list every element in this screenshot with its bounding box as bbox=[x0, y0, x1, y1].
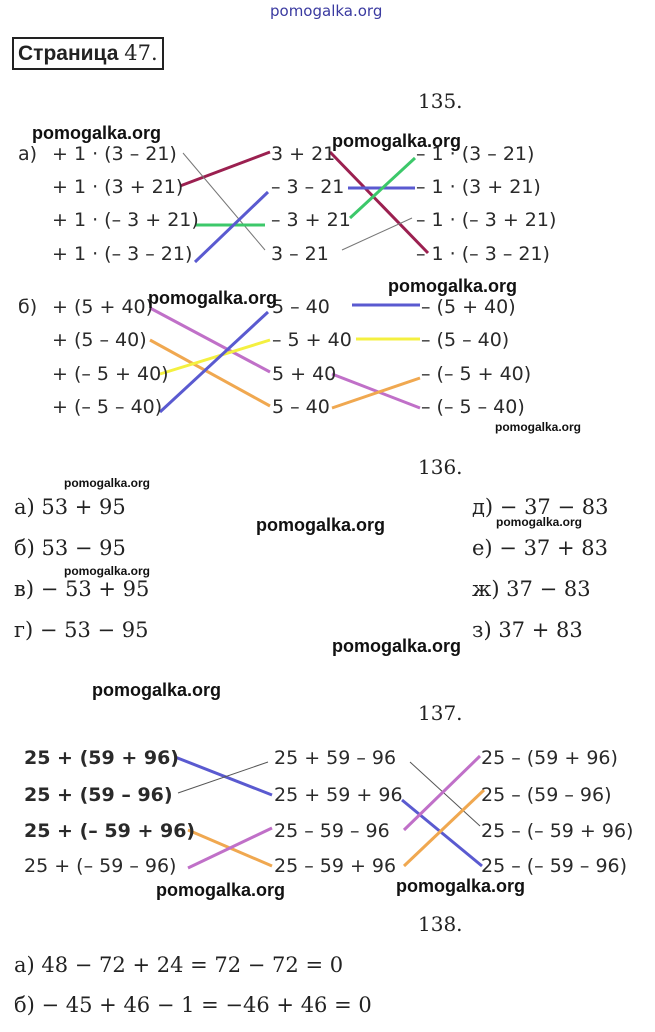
ex136-item-e: е) − 37 + 83 bbox=[472, 536, 608, 560]
line-135a-1-4 bbox=[182, 152, 266, 251]
line-137-1-2 bbox=[174, 755, 273, 797]
page-title-number: 47. bbox=[124, 41, 158, 65]
ex135b-left-2: + (5 – 40) bbox=[52, 329, 147, 351]
watermark: pomogalka.org bbox=[32, 123, 162, 143]
ex135b-right-3: – (– 5 + 40) bbox=[421, 363, 532, 385]
watermark: pomogalka.org bbox=[495, 420, 582, 434]
line-135b-m3-r4 bbox=[331, 372, 421, 410]
line-137-m1-r3 bbox=[409, 761, 481, 827]
watermark: pomogalka.org bbox=[332, 636, 462, 656]
watermark: pomogalka.org bbox=[388, 276, 518, 296]
ex138-item-b: б) − 45 + 46 − 1 = −46 + 46 = 0 bbox=[14, 993, 372, 1017]
line-135b-4-1 bbox=[158, 310, 270, 414]
line-135b-2-4 bbox=[149, 338, 271, 408]
watermark: pomogalka.org bbox=[92, 680, 222, 700]
ex135a-right-1: – 1 · (3 – 21) bbox=[416, 143, 535, 165]
watermark: pomogalka.org bbox=[156, 880, 286, 900]
ex135b-right-1: – (5 + 40) bbox=[421, 296, 516, 318]
line-135a-4-2 bbox=[193, 190, 270, 264]
ex135a-mid-3: – 3 + 21 bbox=[271, 209, 351, 231]
exercise-137-number: 137. bbox=[418, 701, 463, 725]
ex135a-right-4: – 1 · (– 3 – 21) bbox=[416, 243, 550, 265]
ex136-item-v: в) − 53 + 95 bbox=[14, 577, 150, 601]
watermark: pomogalka.org bbox=[148, 288, 278, 308]
ex136-item-zh: ж) 37 − 83 bbox=[472, 577, 591, 601]
watermark: pomogalka.org bbox=[256, 515, 386, 535]
page-title-word: Страница bbox=[18, 42, 119, 65]
ex135a-mid-2: – 3 – 21 bbox=[271, 176, 345, 198]
exercise-136-number: 136. bbox=[418, 455, 463, 479]
ex135b-left-3: + (– 5 + 40) bbox=[52, 363, 169, 385]
watermark: pomogalka.org bbox=[64, 564, 151, 578]
ex137-left-2: 25 + (59 – 96) bbox=[24, 784, 173, 806]
line-137-m4-r2 bbox=[402, 788, 486, 868]
line-135a-m1-r4 bbox=[328, 150, 430, 255]
exercise-135-number: 135. bbox=[418, 89, 463, 113]
page-title: Страница 47. bbox=[12, 37, 164, 70]
ex135b-mid-2: – 5 + 40 bbox=[272, 329, 352, 351]
ex135a-left-1: + 1 · (3 – 21) bbox=[52, 143, 177, 165]
line-137-m2-r4 bbox=[401, 798, 483, 868]
ex137-mid-3: 25 – 59 – 96 bbox=[274, 820, 390, 842]
line-135b-3-2 bbox=[159, 338, 271, 376]
watermark: pomogalka.org bbox=[496, 515, 583, 529]
ex135a-mid-4: 3 – 21 bbox=[271, 243, 329, 265]
line-135a-2-1 bbox=[179, 150, 271, 188]
ex137-left-1: 25 + (59 + 96) bbox=[24, 747, 179, 769]
ex135a-left-4: + 1 · (– 3 – 21) bbox=[52, 243, 193, 265]
ex136-item-a: а) 53 + 95 bbox=[14, 495, 126, 519]
ex137-right-2: 25 – (59 – 96) bbox=[481, 784, 612, 806]
line-135b-1-3 bbox=[149, 306, 271, 374]
line-135b-m4-r3 bbox=[331, 376, 421, 410]
line-135a-m4-r3 bbox=[341, 217, 413, 251]
ex135a-mid-1: 3 + 21 bbox=[271, 143, 336, 165]
ex136-item-d: д) − 37 − 83 bbox=[472, 495, 609, 519]
ex135b-right-4: – (– 5 – 40) bbox=[421, 396, 525, 418]
watermark-top: pomogalka.org bbox=[270, 2, 383, 20]
ex135a-left-3: + 1 · (– 3 + 21) bbox=[52, 209, 199, 231]
exercise-135a-label: а) bbox=[18, 143, 38, 165]
line-137-4-3 bbox=[187, 826, 273, 870]
ex137-mid-1: 25 + 59 – 96 bbox=[274, 747, 397, 769]
watermark: pomogalka.org bbox=[332, 131, 462, 151]
ex135b-mid-3: 5 + 40 bbox=[272, 363, 337, 385]
ex137-mid-2: 25 + 59 + 96 bbox=[274, 784, 403, 806]
watermark: pomogalka.org bbox=[64, 476, 151, 490]
ex137-left-3: 25 + (– 59 + 96) bbox=[24, 820, 196, 842]
ex135b-left-1: + (5 + 40) bbox=[52, 296, 154, 318]
line-137-2-1 bbox=[177, 761, 269, 794]
ex137-right-1: 25 – (59 + 96) bbox=[481, 747, 618, 769]
line-137-m3-r1 bbox=[402, 754, 482, 832]
ex137-right-4: 25 – (– 59 – 96) bbox=[481, 855, 628, 877]
ex135b-mid-1: 5 – 40 bbox=[272, 296, 330, 318]
ex135a-right-2: – 1 · (3 + 21) bbox=[416, 176, 541, 198]
ex135a-right-3: – 1 · (– 3 + 21) bbox=[416, 209, 557, 231]
ex136-item-g: г) − 53 − 95 bbox=[14, 618, 149, 642]
ex138-item-a: а) 48 − 72 + 24 = 72 − 72 = 0 bbox=[14, 953, 344, 977]
ex135b-left-4: + (– 5 – 40) bbox=[52, 396, 163, 418]
watermark: pomogalka.org bbox=[396, 876, 526, 896]
ex135b-mid-4: 5 – 40 bbox=[272, 396, 330, 418]
line-135a-m3-r1 bbox=[348, 156, 417, 220]
exercise-138-number: 138. bbox=[418, 912, 463, 936]
ex137-mid-4: 25 – 59 + 96 bbox=[274, 855, 397, 877]
ex137-right-3: 25 – (– 59 + 96) bbox=[481, 820, 634, 842]
exercise-135b-label: б) bbox=[18, 296, 38, 318]
ex136-item-z: з) 37 + 83 bbox=[472, 618, 583, 642]
ex137-left-4: 25 + (– 59 – 96) bbox=[24, 855, 177, 877]
ex135a-left-2: + 1 · (3 + 21) bbox=[52, 176, 184, 198]
ex136-item-b: б) 53 − 95 bbox=[14, 536, 126, 560]
ex135b-right-2: – (5 – 40) bbox=[421, 329, 510, 351]
